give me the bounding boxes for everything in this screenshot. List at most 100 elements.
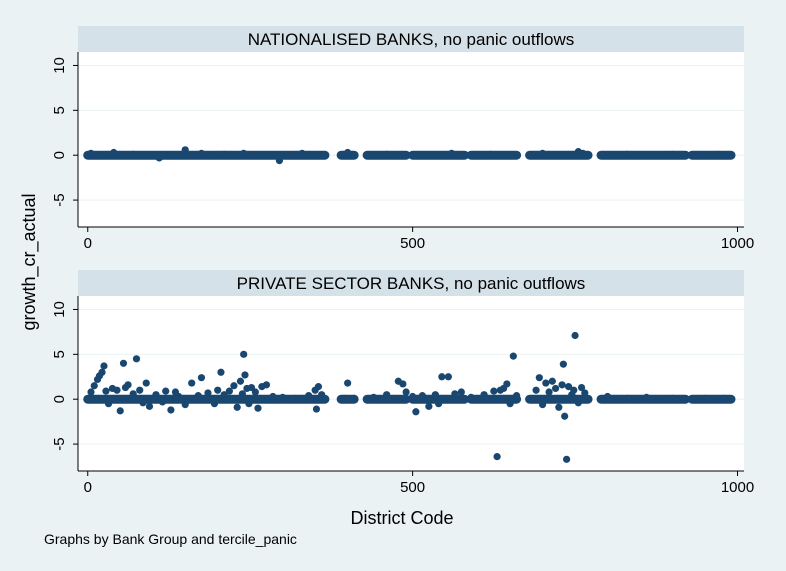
data-point [279, 393, 287, 402]
data-point [467, 393, 475, 402]
data-point [214, 386, 222, 394]
data-point [188, 379, 196, 387]
data-point [551, 384, 560, 393]
data-point [714, 150, 722, 158]
data-point [305, 392, 313, 400]
y-tick-label: 5 [51, 350, 68, 358]
data-point [167, 406, 175, 414]
panel-nationalised: NATIONALISED BANKS, no panic outflows 10… [51, 26, 754, 252]
data-point [194, 392, 202, 400]
panel1-title: NATIONALISED BANKS, no panic outflows [248, 30, 575, 49]
data-point [175, 392, 183, 401]
data-point [435, 400, 443, 408]
data-point [559, 360, 567, 368]
data-point [162, 387, 170, 395]
data-point [344, 379, 352, 387]
data-point [104, 400, 113, 408]
data-point [538, 400, 547, 409]
data-point [152, 391, 160, 399]
data-point [532, 386, 540, 394]
data-point [158, 398, 167, 406]
data-point [603, 392, 612, 401]
data-point [412, 408, 420, 416]
data-point [344, 148, 352, 157]
data-point [262, 381, 271, 389]
data-point [142, 379, 150, 387]
data-point [457, 388, 465, 396]
data-point [251, 388, 259, 396]
data-point [217, 368, 225, 376]
panel-private: PRIVATE SECTOR BANKS, no panic outflows … [51, 270, 754, 496]
data-point [571, 331, 579, 340]
panel2-plot-area [78, 296, 744, 471]
data-point [486, 150, 495, 158]
data-point [720, 394, 729, 402]
y-tick-label: 0 [51, 151, 68, 159]
data-point [535, 374, 543, 382]
x-tick-label: 500 [400, 479, 425, 496]
data-point [241, 371, 249, 379]
data-point [425, 402, 433, 410]
x-tick-label: 0 [84, 479, 92, 496]
y-tick-label: 0 [51, 395, 68, 403]
data-point [402, 388, 410, 396]
data-point [110, 148, 118, 157]
data-point [574, 399, 582, 407]
data-point [275, 156, 284, 165]
data-point [506, 400, 514, 408]
y-axis-title: growth_cr_actual [19, 193, 40, 330]
data-point [298, 149, 306, 158]
data-point [581, 389, 589, 397]
data-point [314, 383, 323, 391]
x-tick-label: 0 [84, 235, 92, 252]
data-point [418, 392, 426, 400]
data-point [509, 352, 517, 360]
data-point [210, 400, 219, 408]
data-point [545, 388, 553, 396]
data-point [181, 400, 189, 409]
data-point [238, 390, 246, 398]
data-point [87, 149, 95, 158]
data-point [100, 362, 108, 370]
data-point [503, 380, 511, 388]
data-point [181, 146, 189, 154]
data-point [493, 453, 501, 461]
data-point [701, 394, 709, 402]
data-point [197, 149, 206, 158]
data-point [579, 149, 587, 158]
y-tick-label: -5 [51, 437, 68, 450]
data-point [220, 391, 228, 399]
data-point [555, 403, 563, 411]
y-tick-label: 10 [51, 57, 68, 74]
data-point [136, 386, 144, 394]
data-point [558, 381, 566, 389]
data-point [383, 150, 391, 158]
x-tick-label: 500 [400, 235, 425, 252]
data-point [438, 373, 446, 381]
panel1-x-ticks: 0 500 1000 [84, 227, 754, 252]
panel2-strip [78, 270, 744, 296]
data-point [129, 150, 137, 158]
data-point [451, 390, 459, 398]
data-point [623, 394, 631, 402]
data-point [204, 389, 212, 397]
data-point [98, 368, 106, 376]
data-point [490, 387, 498, 395]
data-point [90, 382, 98, 390]
data-point [236, 377, 245, 385]
data-point [220, 150, 228, 158]
data-point [116, 407, 124, 415]
data-point [197, 374, 206, 382]
data-point [668, 394, 677, 402]
x-tick-label: 1000 [721, 235, 754, 252]
data-point [409, 392, 417, 401]
data-point [548, 377, 556, 385]
data-point [623, 150, 631, 158]
panel2-y-ticks: 10 5 0 -5 [51, 301, 78, 451]
data-point [668, 150, 677, 158]
data-point [119, 359, 128, 367]
data-point [240, 149, 248, 158]
y-tick-label: -5 [51, 193, 68, 206]
data-point [577, 383, 586, 392]
data-point [233, 403, 241, 411]
